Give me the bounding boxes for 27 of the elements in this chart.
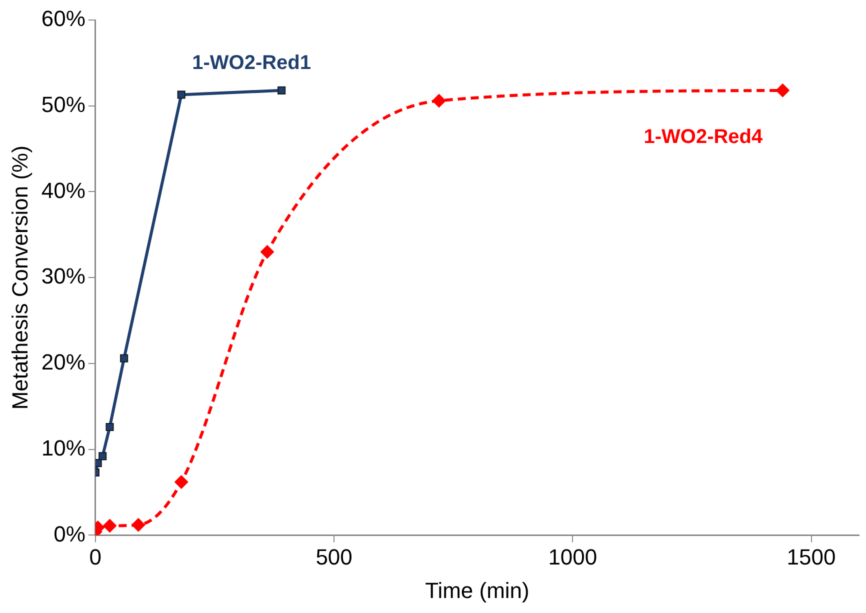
x-tick-label: 500: [316, 544, 352, 570]
point: [432, 94, 446, 108]
x-axis-title: Time (min): [425, 578, 530, 603]
x-tick-label: 0: [89, 544, 102, 570]
y-tick-label: 20%: [41, 350, 86, 375]
y-tick-label: 60%: [41, 6, 86, 32]
x-tick-label: 1500: [786, 544, 836, 570]
y-tick-label: 30%: [41, 264, 86, 289]
point: [174, 474, 188, 489]
point: [177, 90, 186, 99]
point: [278, 86, 286, 94]
point: [95, 459, 102, 468]
series-label: 1-WO2-Red1: [192, 52, 312, 74]
y-tick-label: 0%: [54, 521, 86, 546]
y-tick-label: 40%: [41, 178, 86, 203]
point: [120, 354, 128, 362]
series-label: 1-WO2-Red4: [644, 126, 764, 148]
point: [776, 83, 790, 98]
point: [260, 244, 274, 259]
y-axis-title: Metathesis Conversion (%): [7, 146, 32, 410]
x-tick-label: 1000: [548, 544, 598, 570]
point: [131, 518, 146, 532]
y-tick-label: 50%: [41, 92, 86, 117]
point: [98, 452, 107, 460]
point: [106, 422, 114, 432]
y-tick-label: 10%: [41, 435, 86, 460]
point: [102, 518, 117, 533]
